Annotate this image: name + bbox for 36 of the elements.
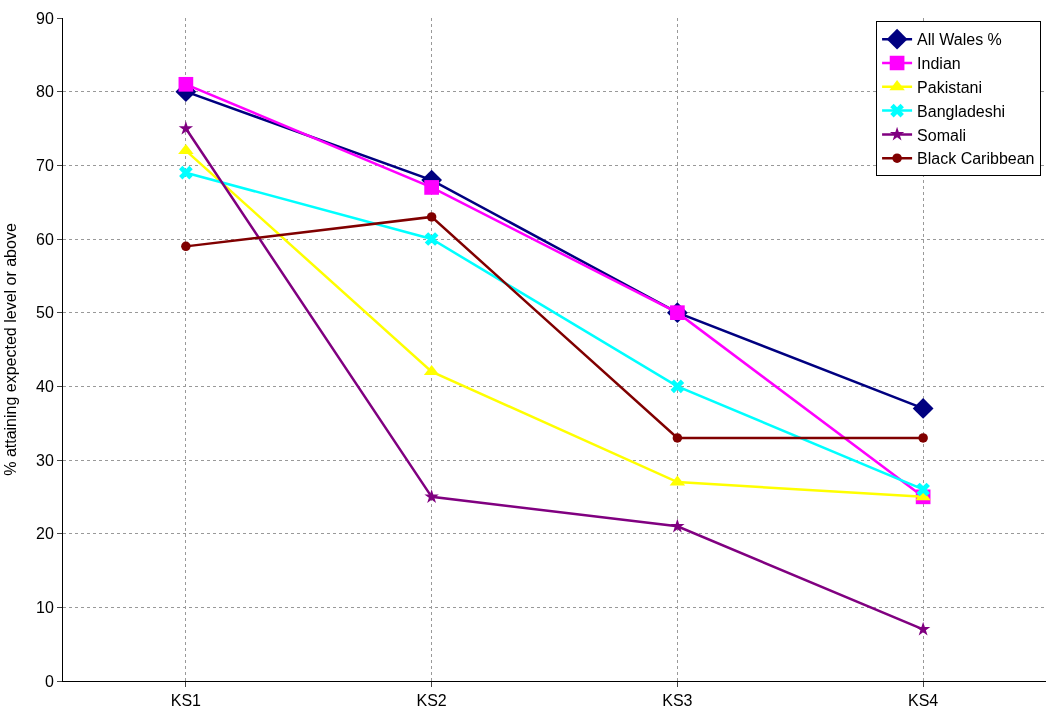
point <box>912 398 934 419</box>
point <box>178 76 194 92</box>
point <box>426 212 437 222</box>
y-axis-title: % attaining expected level or above <box>1 223 19 476</box>
x-tick-label: KS3 <box>662 692 693 710</box>
point <box>670 379 685 394</box>
legend-label: Indian <box>917 55 961 73</box>
y-tick-label: 80 <box>36 83 54 101</box>
x-tick-label: KS1 <box>170 692 202 710</box>
point <box>179 165 193 180</box>
legend-label: Bangladeshi <box>917 102 1006 120</box>
legend-label: Black Caribbean <box>917 150 1035 168</box>
y-tick-label: 40 <box>36 377 54 395</box>
point <box>181 241 191 252</box>
point <box>915 621 931 636</box>
y-tick-label: 70 <box>36 156 54 174</box>
y-tick-label: 20 <box>36 525 54 543</box>
x-tick-label: KS2 <box>416 692 447 710</box>
point <box>916 482 930 497</box>
point <box>424 180 439 195</box>
y-tick-label: 50 <box>36 304 54 322</box>
point <box>424 232 439 246</box>
point <box>918 433 928 443</box>
point <box>424 489 439 503</box>
y-tick-label: 60 <box>36 230 54 248</box>
point <box>672 433 683 443</box>
legend-label: Pakistani <box>917 79 983 97</box>
legend-label: All Wales % <box>917 31 1002 49</box>
y-tick-label: 0 <box>44 672 54 690</box>
legend-label: Somali <box>917 126 966 144</box>
y-tick-label: 10 <box>36 598 54 616</box>
y-tick-label: 90 <box>36 9 54 27</box>
point <box>670 518 685 533</box>
x-tick-label: KS4 <box>908 692 939 710</box>
point <box>178 120 194 135</box>
y-tick-label: 30 <box>36 451 54 469</box>
